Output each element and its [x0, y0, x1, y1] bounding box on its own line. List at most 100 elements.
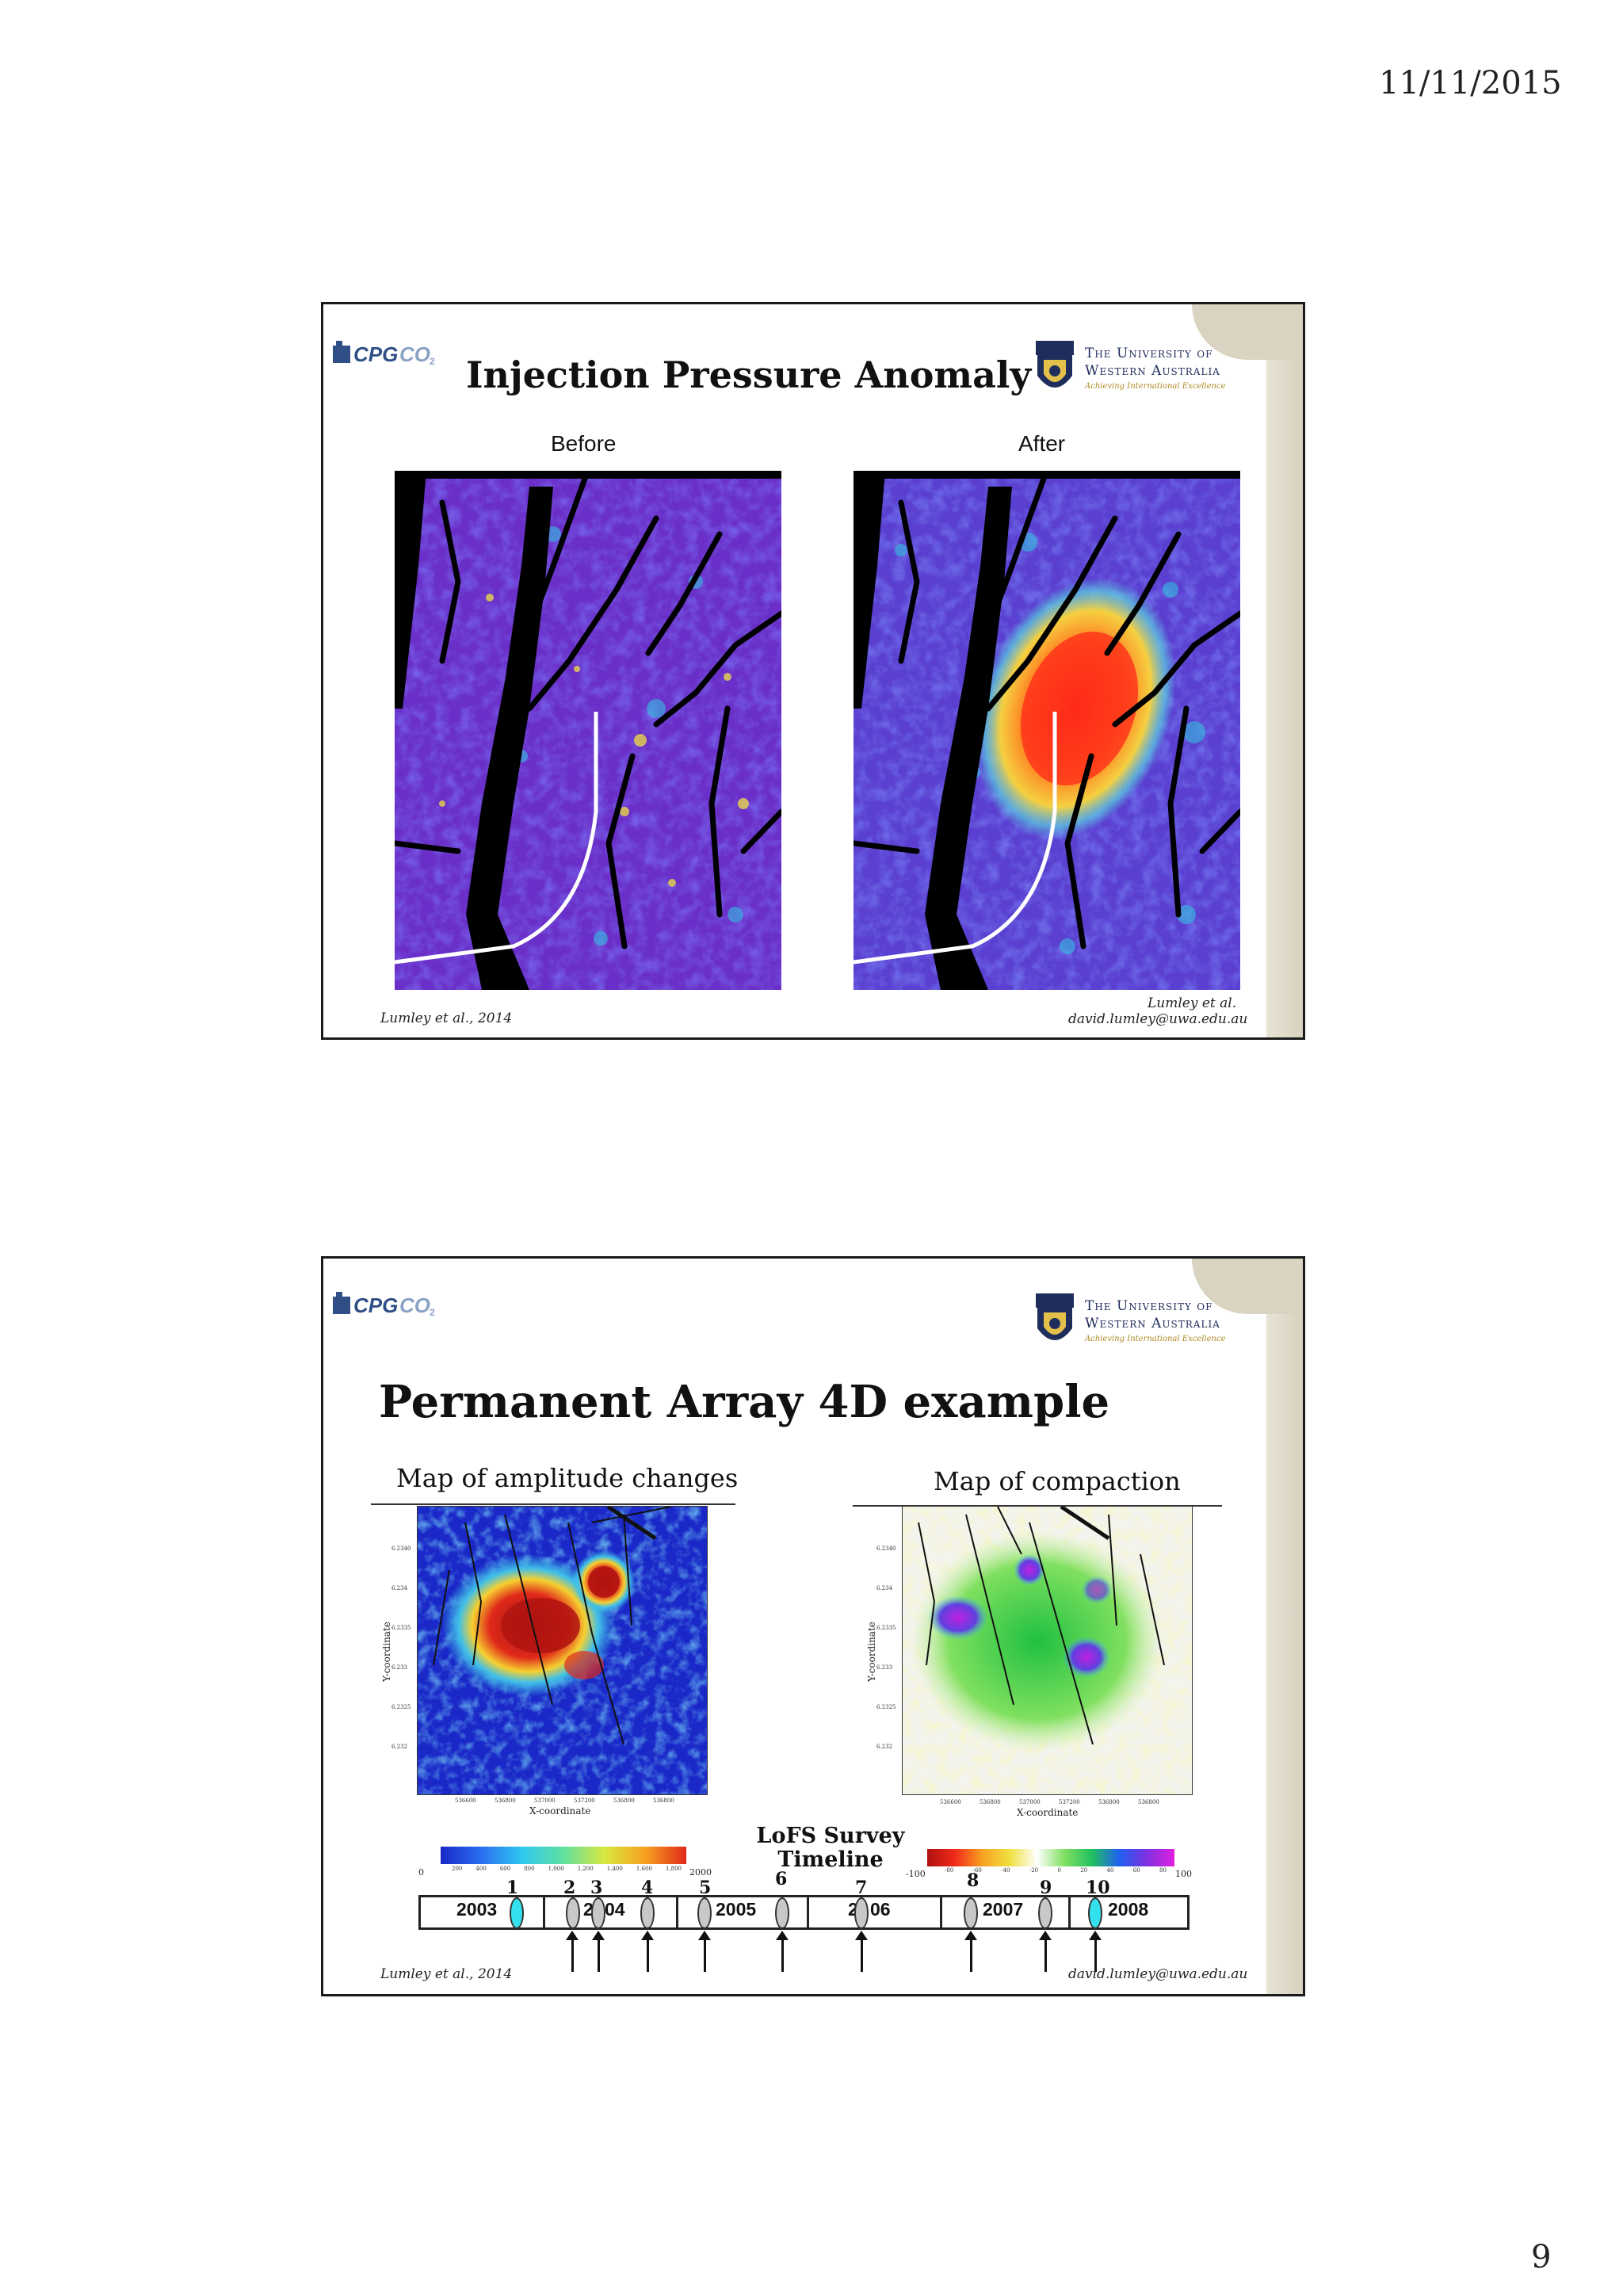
label-after: After [1018, 431, 1066, 456]
y-tick: 6.234 [876, 1585, 893, 1591]
y-tick: 6.233 [876, 1664, 893, 1671]
x-tick: 537000 [534, 1797, 556, 1804]
colorbar-compaction-ticks: -80 -60 -40 -20 0 20 40 60 80 [945, 1867, 1167, 1874]
survey-arrow [1089, 1931, 1102, 1972]
survey-arrow [776, 1931, 789, 1972]
uwa-tagline: Achieving International Excellence [1085, 382, 1226, 391]
page-number: 9 [1531, 2239, 1552, 2275]
caption-compaction: Map of compaction [934, 1466, 1181, 1496]
cbar-tick: -40 [1001, 1867, 1010, 1874]
x-tick: 536800 [980, 1799, 1001, 1805]
timeline-title-line2: Timeline [777, 1847, 884, 1872]
x-tick: 536600 [940, 1799, 961, 1805]
svg-text:2: 2 [430, 356, 435, 366]
cpgco2-logo: CPG CO 2 [331, 338, 458, 367]
survey-marker [854, 1897, 869, 1929]
survey-arrow [698, 1931, 711, 1972]
survey-arrow [592, 1931, 605, 1972]
decorative-band [1266, 304, 1303, 1037]
y-tick: 6.234 [391, 1585, 408, 1591]
survey-arrow [855, 1931, 868, 1972]
x-axis-label-left: X-coordinate [529, 1805, 591, 1817]
survey-marker [1088, 1897, 1102, 1929]
colorbar-amplitude-min: 0 [418, 1867, 424, 1878]
colorbar-amplitude [441, 1847, 686, 1864]
y-axis-label-left: Y-coordinate [381, 1622, 392, 1682]
cbar-tick: 0 [1057, 1867, 1061, 1874]
y-tick: 6.232 [391, 1744, 408, 1750]
before-pressure-map [395, 471, 781, 990]
x-axis-label-right: X-coordinate [1017, 1807, 1079, 1818]
x-tick: 536800 [495, 1797, 516, 1804]
x-tick: 536800 [613, 1797, 635, 1804]
survey-number: 6 [775, 1869, 788, 1889]
survey-number: 10 [1086, 1878, 1110, 1898]
year-2006-suffix: 06 [870, 1899, 891, 1920]
year-separator [807, 1895, 809, 1930]
decorative-band [1266, 1259, 1303, 1994]
colorbar-amplitude-ticks: 200 400 600 800 1,000 1,200 1,400 1,600 … [452, 1866, 682, 1872]
svg-text:CO: CO [399, 342, 430, 366]
cbar-tick: 1,800 [665, 1866, 682, 1872]
year-2003: 2003 [456, 1899, 498, 1920]
y-tick: 6.2325 [391, 1704, 411, 1710]
y-tick: 6.2340 [391, 1545, 411, 1552]
slide-title: Injection Pressure Anomaly [466, 353, 1032, 396]
caption-amplitude: Map of amplitude changes [396, 1463, 739, 1493]
colorbar-compaction-min: -100 [906, 1869, 926, 1879]
caption-rule-left [371, 1503, 735, 1505]
uwa-logo: The University of Western Australia Achi… [1033, 336, 1239, 404]
svg-text:2: 2 [430, 1307, 435, 1317]
colorbar-amplitude-max: 2000 [689, 1867, 712, 1878]
year-2007: 2007 [983, 1899, 1024, 1920]
slide-injection-pressure: CPG CO 2 Injection Pressure Anomaly The … [321, 302, 1305, 1040]
survey-number: 9 [1040, 1878, 1052, 1898]
cbar-tick: 40 [1106, 1867, 1114, 1874]
citation-left: Lumley et al., 2014 [380, 1966, 513, 1982]
x-tick: 536800 [1098, 1799, 1120, 1805]
citation-right-email: david.lumley@uwa.edu.au [1068, 1011, 1248, 1027]
uwa-name-line1: The University of [1085, 1298, 1213, 1314]
y-tick: 6.232 [876, 1744, 893, 1750]
y-axis-label-right: Y-coordinate [866, 1622, 877, 1682]
x-tick: 536800 [653, 1797, 674, 1804]
y-tick: 6.2335 [391, 1625, 411, 1631]
cbar-tick: 1,200 [577, 1866, 594, 1872]
cbar-tick: -60 [972, 1867, 982, 1874]
after-pressure-map [854, 471, 1240, 990]
uwa-logo: The University of Western Australia Achi… [1033, 1289, 1239, 1357]
year-2008: 2008 [1108, 1899, 1149, 1920]
svg-text:CPG: CPG [353, 1293, 398, 1317]
survey-marker [775, 1897, 789, 1929]
timeline-title-line1: LoFS Survey [756, 1824, 905, 1848]
survey-number: 4 [641, 1878, 654, 1898]
cpgco2-logo: CPG CO 2 [331, 1289, 458, 1318]
cbar-tick: 1,400 [606, 1866, 623, 1872]
year-separator [676, 1895, 678, 1930]
survey-timeline-bar [418, 1895, 1190, 1930]
survey-number: 3 [590, 1878, 603, 1898]
survey-arrow [964, 1931, 977, 1972]
year-2004-suffix: 04 [605, 1899, 625, 1920]
y-tick: 6.2335 [876, 1625, 896, 1631]
y-tick: 6.2340 [876, 1545, 896, 1552]
timeline-title: LoFS Survey Timeline [735, 1824, 926, 1872]
colorbar-compaction-max: 100 [1175, 1869, 1192, 1879]
x-tick: 536800 [1138, 1799, 1159, 1805]
svg-text:CO: CO [399, 1293, 430, 1317]
uwa-name-line2: Western Australia [1085, 1316, 1220, 1331]
y-tick: 6.2325 [876, 1704, 896, 1710]
cbar-tick: 400 [475, 1866, 487, 1872]
survey-marker [964, 1897, 978, 1929]
x-tick: 537200 [574, 1797, 595, 1804]
compaction-map [902, 1506, 1193, 1795]
uwa-name-line2: Western Australia [1085, 363, 1220, 379]
uwa-tagline: Achieving International Excellence [1085, 1335, 1226, 1343]
year-separator [543, 1895, 545, 1930]
survey-number: 1 [506, 1878, 519, 1898]
cbar-tick: 20 [1080, 1867, 1088, 1874]
amplitude-change-map [417, 1506, 708, 1795]
x-tick: 537200 [1059, 1799, 1080, 1805]
cbar-tick: 80 [1159, 1867, 1167, 1874]
citation-left: Lumley et al., 2014 [380, 1010, 513, 1026]
